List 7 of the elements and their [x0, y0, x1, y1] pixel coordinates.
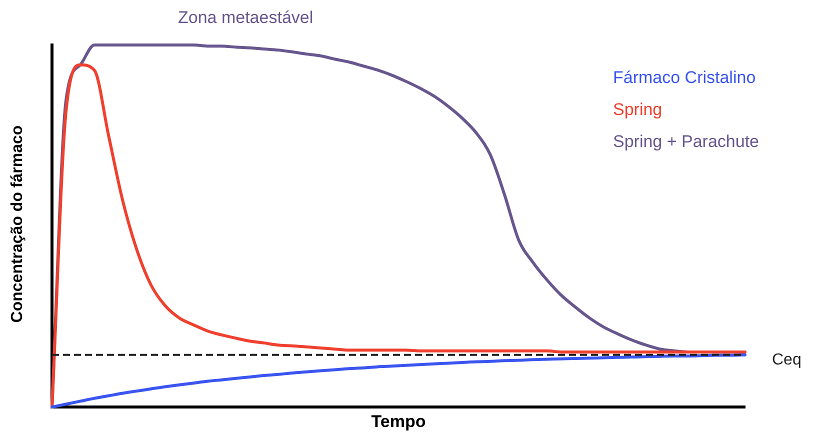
- x-axis-title: Tempo: [370, 412, 427, 432]
- ref-line-label: Ceq: [772, 351, 802, 368]
- text: Zona metaestável: [178, 8, 314, 28]
- text: Fármaco Cristalino: [613, 67, 757, 89]
- text: Spring: [613, 99, 664, 121]
- text: Spring + Parachute: [613, 131, 760, 153]
- y-axis-title: Concentração do fármaco: [9, 124, 27, 325]
